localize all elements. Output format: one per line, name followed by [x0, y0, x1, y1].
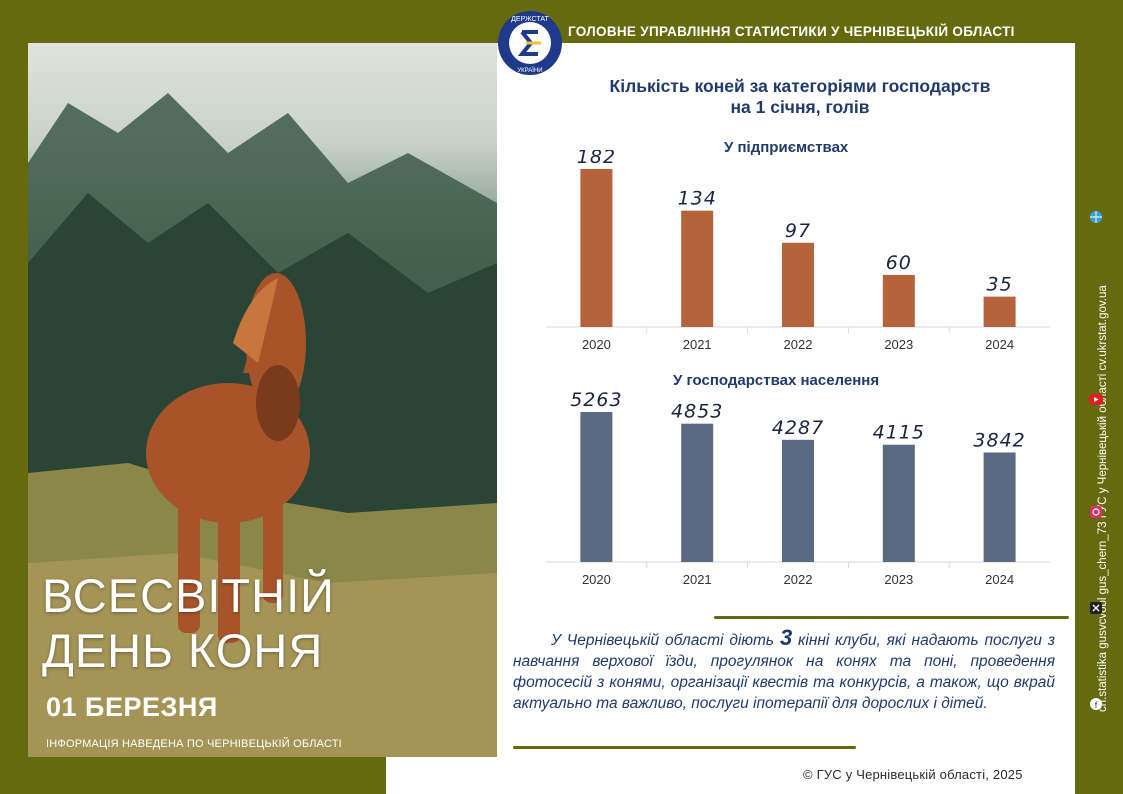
bar	[882, 274, 915, 327]
facebook-icon[interactable]: f	[1090, 698, 1102, 710]
tick-label: 2021	[683, 572, 712, 587]
bar	[782, 439, 814, 562]
svg-text:УКРАЇНИ: УКРАЇНИ	[517, 67, 542, 74]
chart-title-line1: Кількість коней за категоріями господарс…	[609, 76, 991, 96]
bottom-divider	[513, 746, 856, 749]
households-chart-title: У господарствах населення	[673, 372, 880, 389]
poster-title: ВСЕСВІТНІЙ ДЕНЬ КОНЯ	[42, 568, 335, 678]
poster-date: 01 БЕРЕЗНЯ	[46, 692, 218, 722]
poster-info: ІНФОРМАЦІЯ НАВЕДЕНА ПО ЧЕРНІВЕЦЬКІЙ ОБЛА…	[46, 738, 342, 750]
data-label: 35	[987, 274, 1013, 296]
tick-label: 2022	[784, 337, 813, 352]
footer-panel	[386, 757, 1075, 794]
youtube-icon[interactable]	[1089, 394, 1103, 405]
poster-title-line2: ДЕНЬ КОНЯ	[42, 624, 324, 677]
tick-label: 2022	[784, 572, 813, 587]
bar	[580, 169, 613, 327]
description-text: У Чернівецькій області діють 3 кінні клу…	[513, 627, 1055, 714]
x-icon[interactable]	[1090, 602, 1102, 614]
description-before: У Чернівецькій області діють	[551, 632, 780, 649]
forest-horse-illustration	[28, 93, 497, 757]
horse-photo	[28, 43, 497, 757]
households-bar-chart: 5263 2020 4853 2021 4287 2022 4115 2023 3842 2024	[546, 389, 1050, 587]
bar	[983, 296, 1016, 327]
bar	[681, 210, 714, 327]
bar	[681, 423, 714, 562]
description-after: кінні клуби, які надають послуги з навча…	[513, 632, 1056, 712]
chart-title: Кількість коней за категоріями господарс…	[515, 76, 1085, 118]
chart-title-line2: на 1 січня, голів	[730, 97, 870, 117]
data-label: 134	[678, 188, 717, 210]
tick-label: 2024	[985, 572, 1014, 587]
tick-label: 2023	[884, 337, 913, 352]
tick-label: 2024	[985, 337, 1014, 352]
tick-label: 2023	[884, 572, 913, 587]
data-label: 4853	[671, 401, 723, 423]
bar	[580, 412, 613, 562]
data-label: 5263	[570, 389, 622, 411]
globe-icon[interactable]	[1090, 211, 1102, 223]
instagram-icon[interactable]	[1090, 506, 1102, 518]
tick-label: 2021	[683, 337, 712, 352]
enterprises-chart-title: У підприємствах	[724, 139, 849, 156]
derzhstat-logo: ДЕРЖСТАТ УКРАЇНИ	[498, 11, 562, 75]
svg-text:f: f	[1095, 700, 1098, 710]
tick-label: 2020	[582, 572, 611, 587]
data-label: 182	[577, 150, 616, 168]
clubs-count: 3	[779, 625, 793, 650]
content-panel	[497, 43, 1075, 757]
data-label: 60	[886, 252, 912, 274]
bar	[983, 452, 1016, 562]
bar	[882, 444, 915, 562]
data-label: 97	[785, 220, 811, 242]
poster-title-line1: ВСЕСВІТНІЙ	[42, 569, 335, 622]
top-divider	[714, 616, 1069, 619]
svg-text:ДЕРЖСТАТ: ДЕРЖСТАТ	[511, 16, 549, 23]
data-label: 3842	[973, 429, 1025, 451]
tick-label: 2020	[582, 337, 611, 352]
social-icons: f	[1089, 211, 1103, 710]
copyright: © ГУС у Чернівецькій області, 2025	[803, 767, 1023, 782]
organization-header: ГОЛОВНЕ УПРАВЛІННЯ СТАТИСТИКИ У ЧЕРНІВЕЦ…	[568, 24, 1015, 39]
data-label: 4115	[873, 422, 925, 444]
data-label: 4287	[772, 417, 824, 439]
bar	[782, 242, 814, 327]
enterprises-bar-chart: 182 2020 134 2021 97 2022 60 2023 35 2024	[546, 150, 1050, 352]
